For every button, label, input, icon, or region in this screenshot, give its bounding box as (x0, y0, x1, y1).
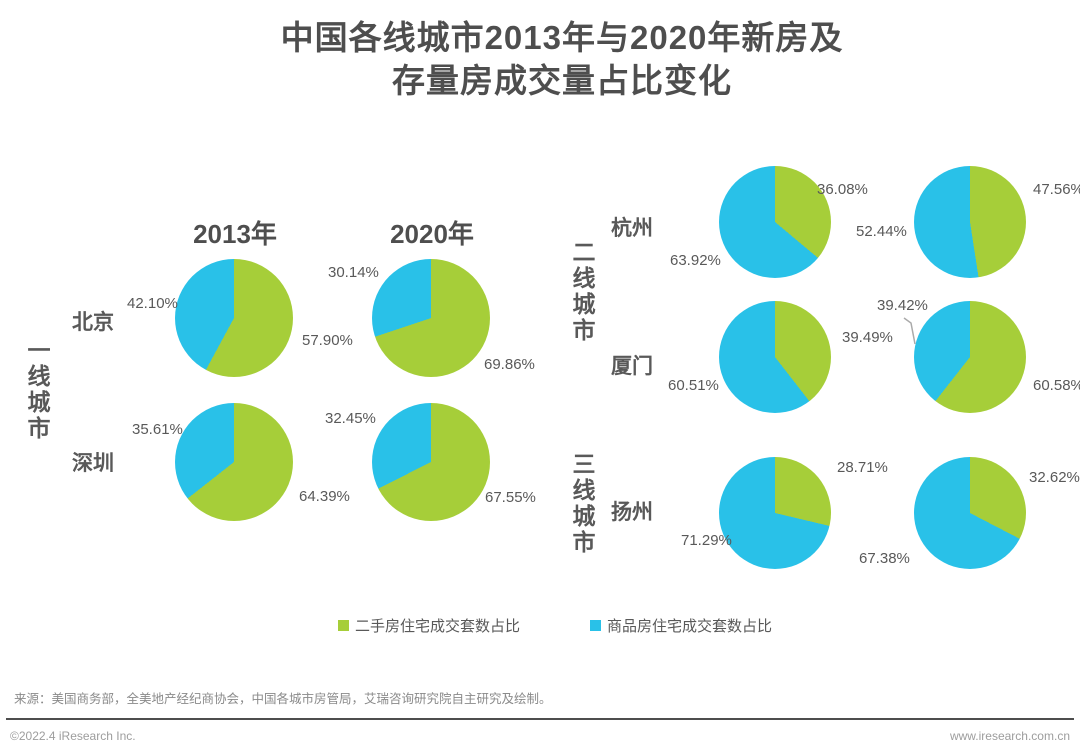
pie-beijing-2020 (372, 259, 490, 377)
tier-label-tier2: 二线城市 (569, 240, 595, 344)
label-shenzhen-2013-green: 64.39% (299, 488, 350, 505)
label-xiamen-2013-blue: 60.51% (668, 377, 719, 394)
tier-label-tier3: 三线城市 (569, 452, 595, 556)
label-hangzhou-2013-green: 36.08% (817, 181, 868, 198)
city-label-xiamen: 厦门 (611, 355, 653, 378)
label-shenzhen-2013-blue: 35.61% (132, 421, 183, 438)
column-header-2013: 2013年 (193, 219, 277, 249)
label-yangzhou-2020-green: 32.62% (1029, 469, 1080, 486)
legend-label-secondhand: 二手房住宅成交套数占比 (355, 618, 521, 635)
footer-website: www.iresearch.com.cn (949, 729, 1070, 743)
column-header-2020: 2020年 (390, 219, 474, 249)
label-beijing-2013-green: 57.90% (302, 332, 353, 349)
legend-item-newhome: 商品房住宅成交套数占比 (590, 615, 772, 636)
pie-hangzhou-2020 (914, 166, 1026, 278)
pie-xiamen-2013 (719, 301, 831, 413)
label-yangzhou-2020-blue: 67.38% (859, 550, 910, 567)
legend-swatch-blue (590, 620, 601, 631)
pie-xiamen-2020 (914, 301, 1026, 413)
label-hangzhou-2013-blue: 63.92% (670, 252, 721, 269)
pie-hangzhou-2013 (719, 166, 831, 278)
legend-swatch-green (338, 620, 349, 631)
footer-divider (6, 718, 1074, 720)
label-xiamen-2013-green: 39.49% (842, 329, 893, 346)
label-shenzhen-2020-blue: 32.45% (325, 410, 376, 427)
label-shenzhen-2020-green: 67.55% (485, 489, 536, 506)
label-hangzhou-2020-blue: 52.44% (856, 223, 907, 240)
label-xiamen-2020-blue: 39.42% (877, 297, 928, 314)
label-hangzhou-2020-green: 47.56% (1033, 181, 1080, 198)
page-title-line1: 中国各线城市2013年与2020年新房及 (280, 19, 844, 56)
footer-copyright: ©2022.4 iResearch Inc. (10, 729, 136, 743)
pie-yangzhou-2020 (914, 457, 1026, 569)
city-label-shenzhen: 深圳 (72, 452, 114, 475)
city-label-beijing: 北京 (72, 311, 114, 334)
city-label-yangzhou: 扬州 (611, 501, 653, 524)
pie-shenzhen-2013 (175, 403, 293, 521)
label-beijing-2020-blue: 30.14% (328, 264, 379, 281)
pie-shenzhen-2020 (372, 403, 490, 521)
tier-label-tier1: 一线城市 (24, 338, 50, 442)
label-beijing-2020-green: 69.86% (484, 356, 535, 373)
page-title-line2: 存量房成交量占比变化 (392, 62, 732, 99)
label-yangzhou-2013-green: 28.71% (837, 459, 888, 476)
label-beijing-2013-blue: 42.10% (127, 295, 178, 312)
pie-yangzhou-2013 (719, 457, 831, 569)
city-label-hangzhou: 杭州 (611, 217, 653, 240)
page-title: 中国各线城市2013年与2020年新房及 存量房成交量占比变化 (44, 16, 1080, 102)
source-note: 来源：美国商务部，全美地产经纪商协会，中国各城市房管局，艾瑞咨询研究院自主研究及… (14, 692, 552, 706)
callout-leader-line (903, 317, 916, 345)
legend-label-newhome: 商品房住宅成交套数占比 (607, 618, 773, 635)
label-yangzhou-2013-blue: 71.29% (681, 532, 732, 549)
pie-beijing-2013 (175, 259, 293, 377)
legend-item-secondhand: 二手房住宅成交套数占比 (338, 615, 520, 636)
label-xiamen-2020-green: 60.58% (1033, 377, 1080, 394)
